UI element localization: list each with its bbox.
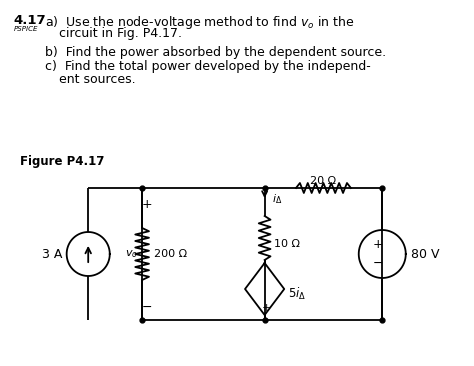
Text: Figure P4.17: Figure P4.17 xyxy=(19,155,104,168)
Text: 10 Ω: 10 Ω xyxy=(274,239,301,249)
Text: a)  Use the node-voltage method to find $v_o$ in the: a) Use the node-voltage method to find $… xyxy=(45,14,355,31)
Text: +: + xyxy=(262,303,271,313)
Text: circuit in Fig. P4.17.: circuit in Fig. P4.17. xyxy=(59,27,182,40)
Text: −: − xyxy=(142,301,152,314)
Text: 4.17: 4.17 xyxy=(14,14,46,27)
Text: 80 V: 80 V xyxy=(410,247,439,261)
Text: c)  Find the total power developed by the independ-: c) Find the total power developed by the… xyxy=(45,60,371,73)
Text: −: − xyxy=(373,257,383,269)
Text: $v_o$: $v_o$ xyxy=(125,248,138,260)
Text: 20 Ω: 20 Ω xyxy=(310,176,337,186)
Text: $i_\Delta$: $i_\Delta$ xyxy=(273,192,283,206)
Text: ent sources.: ent sources. xyxy=(59,73,136,86)
Text: $5i_\Delta$: $5i_\Delta$ xyxy=(288,286,307,302)
Text: PSPICE: PSPICE xyxy=(14,26,38,32)
Text: 200 Ω: 200 Ω xyxy=(154,249,187,259)
Text: 3 A: 3 A xyxy=(42,247,63,261)
Text: +: + xyxy=(373,239,383,251)
Text: +: + xyxy=(142,198,152,211)
Text: b)  Find the power absorbed by the dependent source.: b) Find the power absorbed by the depend… xyxy=(45,46,386,59)
